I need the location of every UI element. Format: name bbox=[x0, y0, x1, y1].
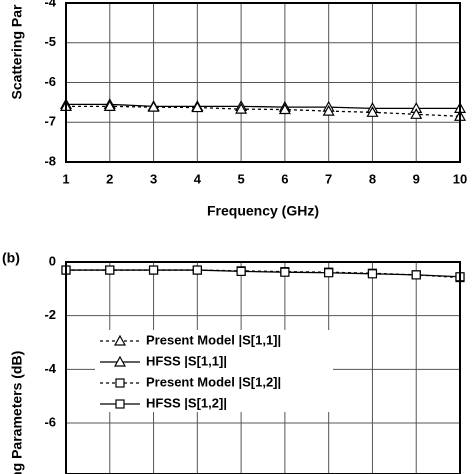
series-line bbox=[66, 103, 460, 109]
x-tick-label: 9 bbox=[413, 171, 420, 186]
data-point bbox=[191, 101, 204, 113]
y-tick-label: -4 bbox=[44, 0, 56, 9]
y-axis-label: Scattering Par bbox=[9, 4, 25, 99]
y-axis-label: ring Parameters (dB) bbox=[9, 351, 25, 474]
data-point bbox=[410, 108, 423, 119]
y-tick-label: -2 bbox=[44, 307, 56, 322]
x-tick-label: 7 bbox=[325, 171, 332, 186]
y-tick-label: -6 bbox=[44, 74, 56, 89]
y-tick-label: -6 bbox=[44, 414, 56, 429]
plot-frame bbox=[65, 261, 461, 474]
data-point bbox=[280, 267, 290, 277]
panel-label: (b) bbox=[2, 250, 20, 266]
legend-marker bbox=[113, 334, 127, 346]
x-tick-label: 8 bbox=[369, 171, 376, 186]
x-axis-label: Frequency (GHz) bbox=[207, 203, 319, 219]
legend-marker bbox=[115, 399, 125, 409]
legend-label: HFSS |S[1,1]| bbox=[146, 353, 227, 368]
y-tick-label: 0 bbox=[49, 253, 56, 268]
data-point bbox=[367, 269, 378, 279]
legend-box bbox=[95, 330, 333, 412]
y-tick-label: -4 bbox=[44, 361, 56, 376]
data-point bbox=[366, 106, 379, 117]
x-tick-label: 1 bbox=[62, 171, 69, 186]
data-point bbox=[235, 102, 248, 114]
data-point bbox=[192, 265, 202, 275]
legend-label: HFSS |S[1,2]| bbox=[146, 395, 227, 410]
x-tick-label: 10 bbox=[453, 171, 467, 186]
y-tick-label: -7 bbox=[44, 114, 56, 129]
data-point bbox=[411, 270, 421, 280]
y-tick-label: -5 bbox=[44, 34, 56, 49]
data-point bbox=[147, 100, 160, 112]
x-tick-label: 3 bbox=[150, 171, 157, 186]
data-point bbox=[322, 104, 335, 116]
y-tick-label: -8 bbox=[44, 153, 56, 168]
legend-marker bbox=[115, 378, 125, 388]
data-point bbox=[103, 100, 116, 111]
x-tick-label: 5 bbox=[237, 171, 244, 186]
data-point bbox=[148, 265, 159, 275]
x-tick-label: 6 bbox=[281, 171, 288, 186]
data-point bbox=[324, 268, 334, 278]
series-line bbox=[66, 269, 461, 278]
legend-label: Present Model |S[1,1]| bbox=[146, 332, 281, 347]
x-tick-label: 4 bbox=[194, 171, 202, 186]
x-tick-label: 2 bbox=[106, 171, 113, 186]
data-point bbox=[236, 266, 246, 276]
plot-frame bbox=[65, 2, 461, 163]
data-point bbox=[105, 265, 115, 275]
legend-label: Present Model |S[1,2]| bbox=[146, 374, 281, 389]
data-point bbox=[278, 103, 291, 115]
legend-marker bbox=[113, 355, 127, 367]
